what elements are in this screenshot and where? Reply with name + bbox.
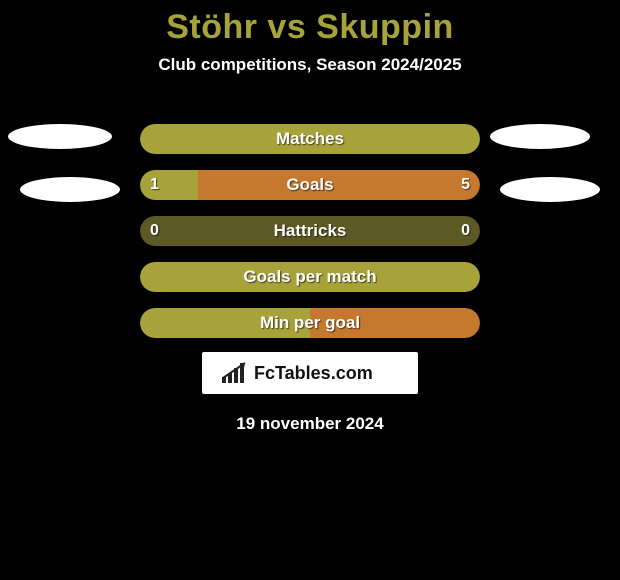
bar-label: Min per goal [140, 308, 480, 338]
stat-row: Goals per match [140, 262, 480, 292]
subtitle-text: Club competitions, Season 2024/2025 [158, 55, 461, 74]
stat-row: Min per goal [140, 308, 480, 338]
side-ellipse [8, 124, 112, 149]
page-title: Stöhr vs Skuppin [0, 0, 620, 47]
date-text: 19 november 2024 [236, 414, 383, 433]
site-logo: FcTables.com [202, 352, 418, 394]
side-ellipse [490, 124, 590, 149]
bar-label: Goals [140, 170, 480, 200]
bar-label: Hattricks [140, 216, 480, 246]
page-subtitle: Club competitions, Season 2024/2025 [0, 55, 620, 75]
comparison-bars: Matches Goals1 5 Hattricks0 0 Goals per match… [140, 124, 480, 354]
title-text: Stöhr vs Skuppin [166, 8, 454, 46]
logo-text: FcTables.com [254, 363, 373, 383]
side-ellipse [500, 177, 600, 202]
bar-label: Matches [140, 124, 480, 154]
bar-right-value: 5 [461, 170, 470, 200]
bar-right-value: 0 [461, 216, 470, 246]
date-label: 19 november 2024 [0, 414, 620, 434]
bar-label: Goals per match [140, 262, 480, 292]
stat-row: Goals1 5 [140, 170, 480, 200]
side-ellipse [20, 177, 120, 202]
stat-row: Hattricks0 0 [140, 216, 480, 246]
stat-row: Matches [140, 124, 480, 154]
bar-left-value: 0 [150, 216, 159, 246]
bar-left-value: 1 [150, 170, 159, 200]
fctables-logo-icon: FcTables.com [220, 359, 400, 387]
